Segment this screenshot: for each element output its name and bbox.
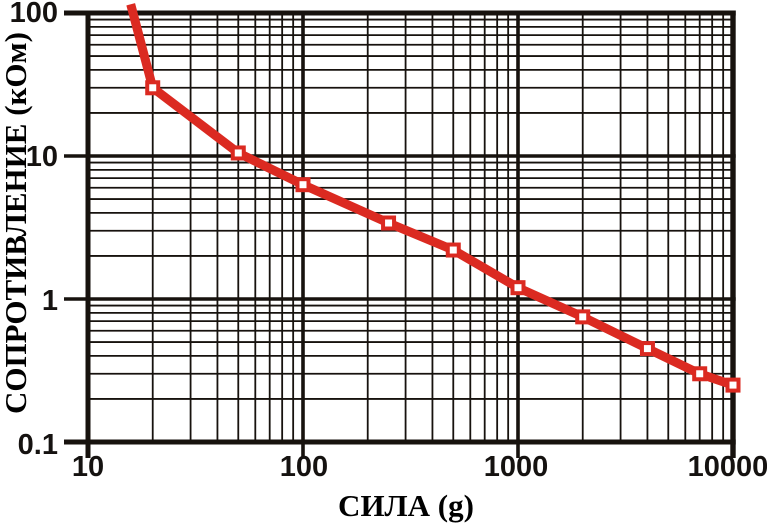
data-point-marker [692, 366, 708, 382]
x-tick-label-1000: 1000 [483, 451, 549, 483]
y-tick-label-0-1: 0.1 [17, 429, 58, 461]
data-point-marker [575, 309, 591, 325]
x-tick-label-10: 10 [71, 451, 105, 483]
data-point-marker [145, 80, 161, 96]
x-tick-label-10000: 10000 [687, 451, 767, 483]
data-point-marker [725, 377, 741, 393]
x-tick-label-100: 100 [279, 451, 329, 483]
y-tick-label-100: 100 [9, 0, 58, 29]
data-point-marker [230, 145, 246, 161]
data-point-marker [445, 242, 461, 258]
y-axis-title: СОПРОТИВЛЕНИЕ (кОм) [0, 32, 33, 414]
y-tick-label-1: 1 [41, 285, 58, 317]
data-point-marker [510, 280, 526, 296]
data-point-marker [295, 177, 311, 193]
data-point-marker [639, 341, 655, 357]
x-axis-title: СИЛА (g) [338, 488, 474, 523]
data-point-marker [381, 215, 397, 231]
y-tick-label-10: 10 [25, 141, 58, 173]
